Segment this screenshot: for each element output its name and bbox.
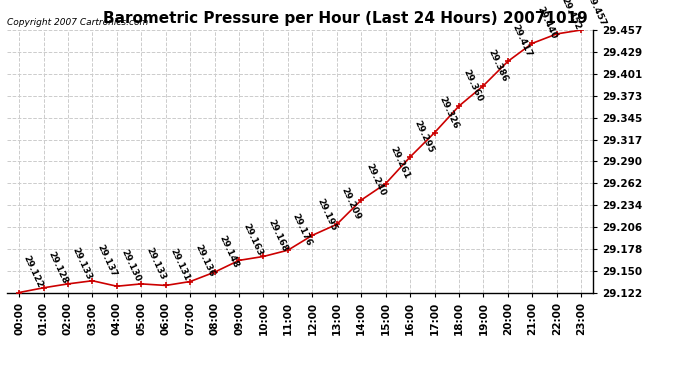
Text: 29.148: 29.148 <box>217 234 240 269</box>
Text: Copyright 2007 Cartronics.com: Copyright 2007 Cartronics.com <box>7 18 148 27</box>
Text: 29.295: 29.295 <box>413 119 436 154</box>
Text: 29.131: 29.131 <box>168 248 191 283</box>
Text: 29.440: 29.440 <box>535 5 558 40</box>
Text: 29.137: 29.137 <box>95 243 118 278</box>
Text: 29.209: 29.209 <box>339 186 362 222</box>
Text: 29.326: 29.326 <box>437 94 460 130</box>
Text: 29.195: 29.195 <box>315 197 338 232</box>
Text: 29.457: 29.457 <box>584 0 607 27</box>
Text: 29.240: 29.240 <box>364 162 387 197</box>
Text: 29.168: 29.168 <box>266 218 289 254</box>
Text: 29.122: 29.122 <box>22 254 45 290</box>
Text: 29.163: 29.163 <box>241 222 265 258</box>
Text: 29.136: 29.136 <box>193 243 216 279</box>
Text: 29.176: 29.176 <box>290 212 313 248</box>
Text: 29.130: 29.130 <box>119 248 142 284</box>
Text: 29.133: 29.133 <box>144 246 167 281</box>
Text: 29.360: 29.360 <box>462 68 484 103</box>
Text: 29.452: 29.452 <box>560 0 582 31</box>
Text: 29.128: 29.128 <box>46 250 69 285</box>
Text: 29.133: 29.133 <box>71 246 94 281</box>
Text: 29.386: 29.386 <box>486 48 509 83</box>
Text: Barometric Pressure per Hour (Last 24 Hours) 20071019: Barometric Pressure per Hour (Last 24 Ho… <box>103 11 587 26</box>
Text: 29.261: 29.261 <box>388 146 411 181</box>
Text: 29.417: 29.417 <box>511 23 533 58</box>
